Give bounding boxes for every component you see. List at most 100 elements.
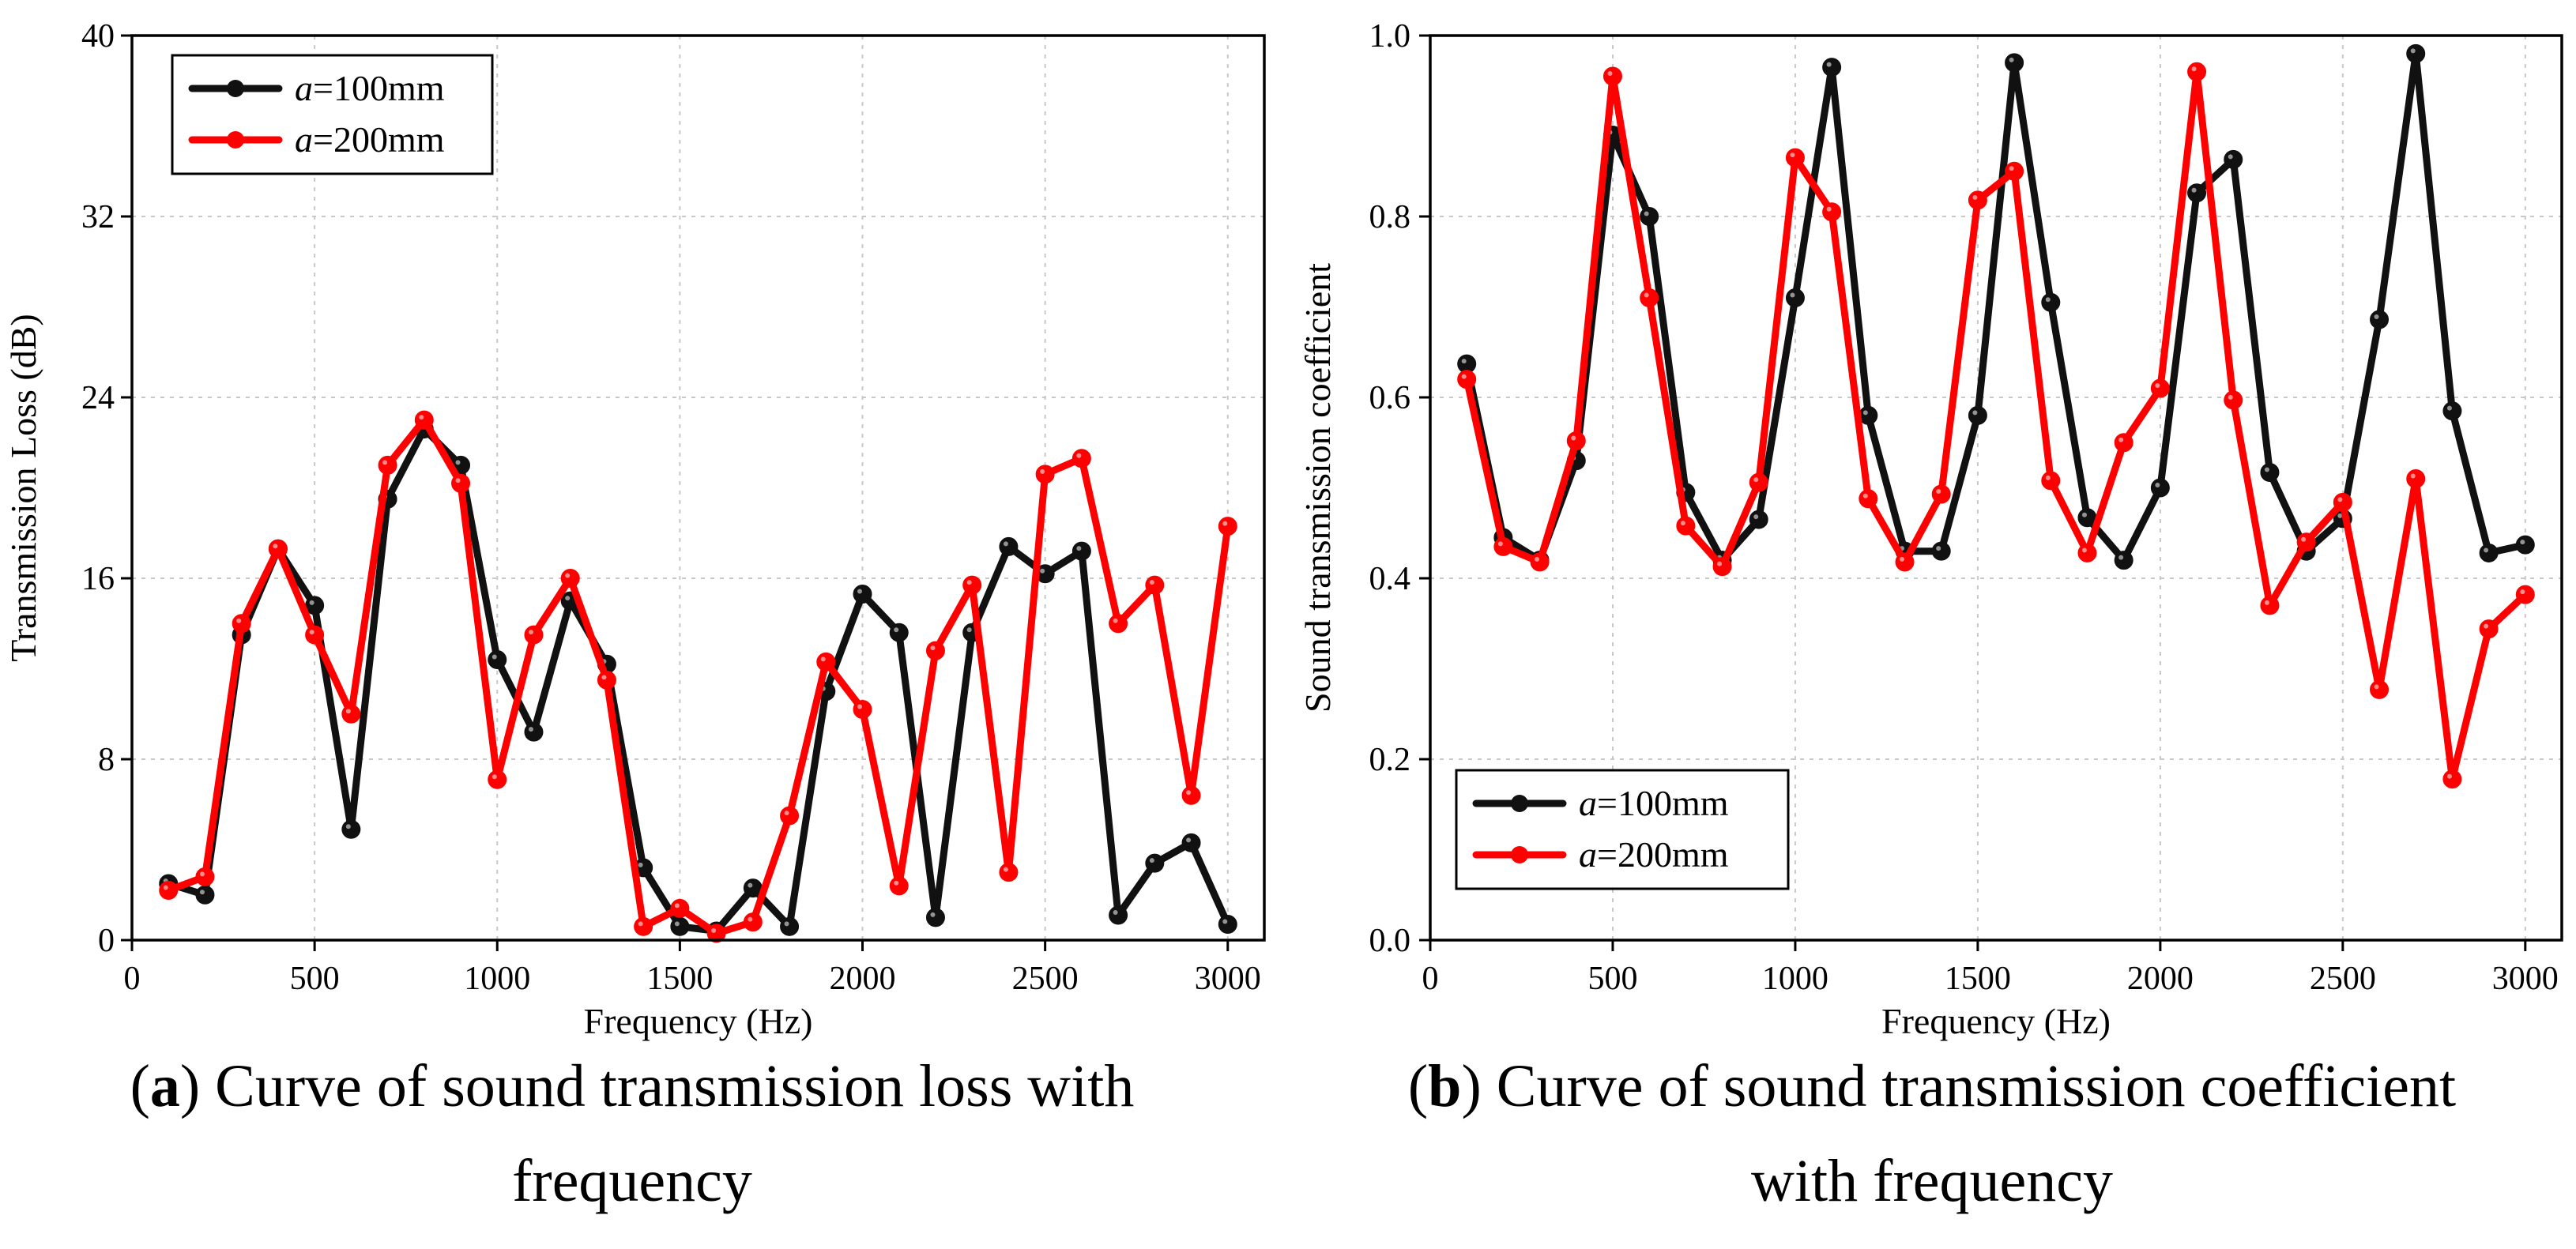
data-point <box>2406 43 2426 63</box>
data-point-highlight <box>1149 580 1154 585</box>
data-point <box>1071 541 1091 561</box>
x-axis-title: Frequency (Hz) <box>1881 1001 2111 1041</box>
data-point-highlight <box>930 645 936 651</box>
data-point <box>341 819 361 839</box>
y-tick-label: 40 <box>81 18 115 55</box>
caption-line-1: (b) Curve of sound transmission coeffici… <box>1408 1053 2456 1119</box>
series-line <box>164 425 1232 935</box>
data-point <box>2041 292 2061 312</box>
data-point <box>1822 202 1842 222</box>
data-point <box>1457 370 1477 389</box>
data-point-highlight <box>528 630 533 635</box>
data-point <box>2005 53 2024 73</box>
x-tick-label: 2000 <box>2127 961 2194 997</box>
legend-label-italic: a <box>1579 834 1597 875</box>
data-point <box>1968 190 1987 210</box>
data-point-highlight <box>2045 297 2051 303</box>
data-point-highlight <box>1826 62 1832 67</box>
data-point <box>1676 516 1696 536</box>
data-point <box>2005 161 2024 181</box>
data-point-highlight <box>1680 521 1685 526</box>
data-point <box>1749 472 1768 492</box>
chart-panel-a: 0 500 1000 1500 2000 2500 3000 0 8 16 24 32 40 Freque… <box>3 18 1266 1214</box>
legend-label: a=100mm <box>1579 783 1729 823</box>
data-point <box>780 916 800 936</box>
legend-label-rest: =200mm <box>1597 834 1729 875</box>
data-point <box>670 916 690 936</box>
data-point-highlight <box>1461 359 1467 364</box>
data-point <box>414 410 434 430</box>
data-point-highlight <box>2374 314 2379 320</box>
data-point <box>962 575 982 595</box>
data-point <box>1749 510 1768 529</box>
caption-open-paren: ( <box>130 1053 150 1119</box>
data-point-highlight <box>2081 547 2087 553</box>
data-point-highlight <box>2520 540 2525 545</box>
data-point-highlight <box>2118 555 2124 560</box>
data-point-highlight <box>528 727 533 732</box>
data-point <box>2224 149 2243 169</box>
x-tick-label: 0 <box>124 961 141 997</box>
legend-swatch-marker <box>1511 795 1528 812</box>
data-point <box>1181 833 1201 852</box>
data-point-highlight <box>1497 541 1503 547</box>
data-point-highlight <box>674 903 680 909</box>
data-point-highlight <box>857 704 863 709</box>
caption-line-2: with frequency <box>1751 1148 2113 1214</box>
data-point <box>816 652 836 672</box>
data-point-highlight <box>1003 541 1008 547</box>
x-tick-label: 3000 <box>1195 961 1261 997</box>
ticks: 0 500 1000 1500 2000 2500 3000 0 8 16 24 32 40 <box>81 18 1261 997</box>
data-point-highlight <box>2081 512 2087 517</box>
data-point-highlight <box>748 882 753 888</box>
data-point-highlight <box>1790 152 1795 158</box>
x-tick-label: 3000 <box>2492 961 2559 997</box>
data-point-highlight <box>2374 684 2379 690</box>
data-point-highlight <box>1003 867 1008 872</box>
caption-line-2: frequency <box>512 1148 752 1214</box>
legend-label: a=200mm <box>1579 834 1729 875</box>
data-point-highlight <box>1040 468 1045 474</box>
data-point <box>597 670 616 690</box>
data-point-highlight <box>2264 600 2269 605</box>
data-point-highlight <box>2484 547 2489 553</box>
data-point <box>1602 66 1622 86</box>
data-point <box>743 912 763 932</box>
data-point-highlight <box>1607 71 1613 77</box>
plot-frame <box>130 34 1266 942</box>
data-point <box>2442 401 2462 421</box>
data-point-highlight <box>1862 410 1868 416</box>
data-point-highlight <box>2118 437 2124 442</box>
data-point-highlight <box>309 630 314 635</box>
data-point <box>195 867 215 886</box>
data-point-highlight <box>2337 497 2343 502</box>
data-point <box>305 625 325 645</box>
data-point <box>2150 378 2170 398</box>
data-point-highlight <box>1076 546 1082 551</box>
data-point-highlight <box>2228 394 2233 400</box>
data-point <box>1071 449 1091 468</box>
data-point <box>2150 478 2170 498</box>
data-point <box>999 863 1019 882</box>
data-point-highlight <box>455 478 461 483</box>
caption-text: ) Curve of sound transmission coefficien… <box>1461 1053 2456 1119</box>
legend-box <box>171 54 494 175</box>
data-point-highlight <box>894 627 899 633</box>
data-point-highlight <box>345 824 351 830</box>
legend-swatch-marker <box>227 131 244 149</box>
data-point-highlight <box>1790 292 1795 298</box>
data-point <box>999 536 1019 556</box>
data-point <box>2442 769 2462 789</box>
data-point-highlight <box>1753 477 1759 483</box>
data-point-highlight <box>1571 435 1576 441</box>
data-point-highlight <box>236 618 242 623</box>
data-point-highlight <box>455 460 461 465</box>
data-point-highlight <box>1186 837 1192 843</box>
data-point-highlight <box>1113 910 1118 916</box>
legend-label-rest: =100mm <box>313 68 445 108</box>
data-point-highlight <box>2155 383 2160 389</box>
data-point-highlight <box>1222 521 1228 526</box>
data-point-highlight <box>2228 154 2233 160</box>
